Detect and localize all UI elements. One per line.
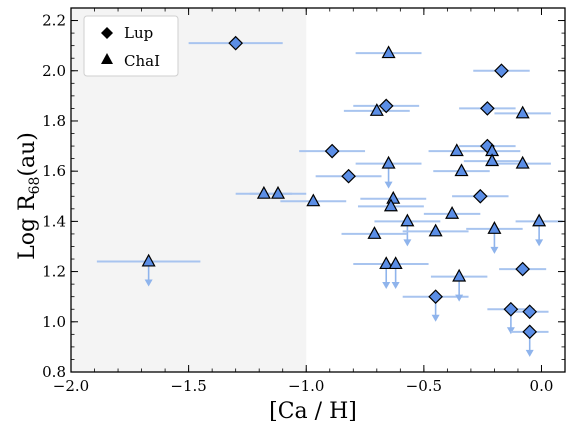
point-chai	[487, 221, 502, 234]
point-chai	[485, 153, 500, 167]
y-tick-label: 1.0	[42, 313, 66, 331]
point-chai	[383, 198, 398, 212]
markers-layer	[141, 35, 547, 340]
point-chai	[367, 226, 382, 239]
y-tick-label: 2.0	[42, 62, 66, 80]
x-tick-label: −1.0	[288, 377, 324, 395]
point-lup	[341, 168, 356, 184]
point-chai	[449, 143, 464, 157]
point-chai	[141, 253, 156, 267]
y-tick-label: 1.2	[42, 263, 66, 281]
x-tick-label: 0.0	[530, 377, 554, 395]
point-chai	[388, 256, 403, 270]
point-chai	[452, 268, 467, 282]
upper-limit-head-chai	[403, 239, 412, 247]
x-tick-label: −1.5	[170, 377, 206, 395]
y-axis-title: Log R68(au)	[15, 132, 43, 260]
y-tick-label: 1.4	[42, 212, 66, 230]
point-chai	[515, 105, 530, 119]
legend-label-lup: Lup	[124, 24, 153, 42]
x-tick-label: −0.5	[406, 377, 442, 395]
point-chai	[369, 103, 384, 116]
point-chai	[381, 155, 396, 169]
upper-limit-head-lup	[506, 327, 515, 335]
point-chai	[270, 185, 286, 199]
point-lup	[428, 289, 443, 305]
point-lup	[515, 261, 531, 277]
x-axis-title: [Ca / H]	[269, 399, 357, 424]
point-lup	[472, 188, 488, 204]
upper-limit-head-chai	[384, 181, 393, 189]
legend-marker-chai	[101, 53, 113, 64]
upper-limit-head-chai	[455, 294, 464, 302]
point-lup	[522, 304, 538, 320]
upper-limit-head-chai	[382, 282, 391, 290]
point-lup	[503, 301, 519, 317]
ticks-layer: −2.0 −1.5 −1.0 −0.5 0.0 0.8 1.0 1.2 1.4 1.6 1.8 2.0…	[42, 7, 566, 395]
point-chai	[386, 190, 401, 204]
y-tick-label: 2.2	[42, 12, 66, 30]
y-axis-title-main: Log R	[15, 193, 40, 260]
point-chai	[454, 163, 469, 177]
plot-frame	[70, 7, 566, 373]
point-lup	[228, 35, 244, 51]
upper-limit-head-chai	[535, 239, 544, 247]
x-tick-label: −2.0	[53, 377, 89, 395]
upper-limit-head-chai	[144, 279, 153, 287]
point-lup	[522, 324, 538, 340]
legend-marker-lup	[101, 27, 113, 39]
upper-limit-head-lup	[525, 349, 534, 357]
point-chai	[306, 193, 321, 207]
point-chai	[428, 223, 443, 237]
y-axis-title-unit: (au)	[15, 132, 40, 176]
point-chai	[445, 205, 460, 219]
point-chai	[256, 185, 271, 199]
point-chai	[379, 256, 394, 270]
legend: Lup ChaI	[83, 15, 179, 77]
point-lup	[324, 143, 340, 159]
point-chai	[515, 155, 530, 169]
point-lup	[494, 63, 509, 79]
point-chai	[381, 45, 396, 59]
point-lup	[378, 98, 394, 114]
y-tick-label: 1.6	[42, 162, 66, 180]
upper-limit-head-lup	[431, 314, 440, 322]
point-lup	[480, 101, 495, 116]
legend-label-chai: ChaI	[124, 52, 160, 70]
upper-limit-head-chai	[490, 246, 499, 254]
y-axis-title-subscript: 68	[27, 177, 43, 195]
point-chai	[400, 213, 415, 227]
y-tick-label: 0.8	[42, 363, 66, 381]
point-chai	[532, 213, 547, 227]
y-tick-label: 1.8	[42, 112, 66, 130]
upper-limit-head-chai	[391, 282, 400, 290]
